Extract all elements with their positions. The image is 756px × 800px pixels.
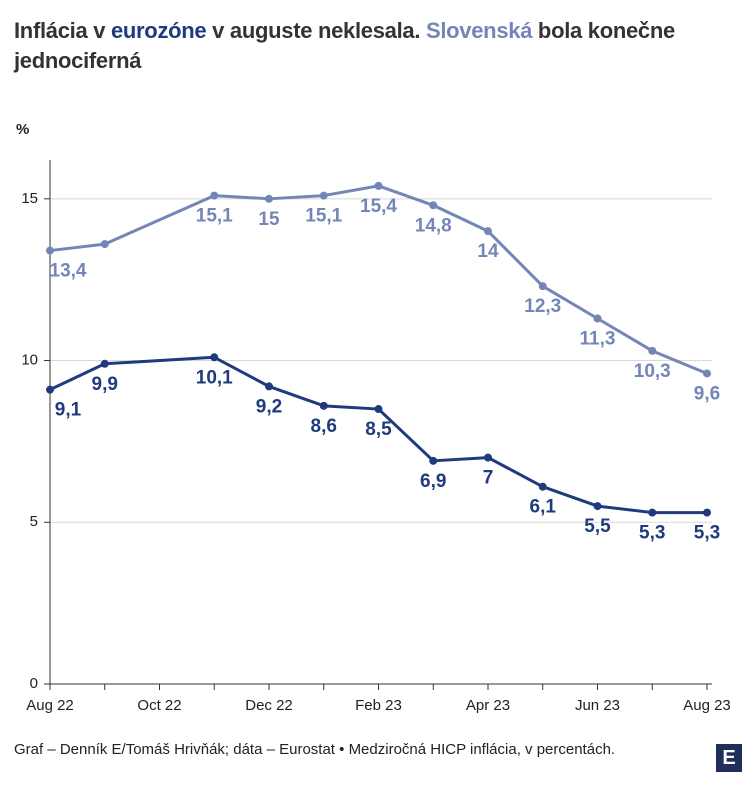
point <box>703 369 711 378</box>
data-label: 10,3 <box>634 361 671 382</box>
data-label: 8,5 <box>365 419 392 440</box>
data-label: 5,3 <box>694 523 720 544</box>
point <box>593 314 602 323</box>
data-label: 8,6 <box>311 416 337 437</box>
y-tick-label: 15 <box>21 190 38 207</box>
point <box>648 346 657 355</box>
point <box>210 353 219 362</box>
data-label: 11,3 <box>580 329 616 350</box>
point <box>210 191 219 200</box>
point <box>46 246 54 255</box>
point <box>703 508 711 517</box>
data-label: 15,4 <box>360 196 397 217</box>
source-note: Graf – Denník E/Tomáš Hrivňák; dáta – Eu… <box>14 741 616 758</box>
title-part: eurozóne <box>110 18 207 43</box>
data-label: 9,1 <box>55 400 82 421</box>
point <box>593 502 602 511</box>
point <box>265 194 273 203</box>
y-tick-label: 5 <box>30 513 38 530</box>
point <box>265 382 273 391</box>
point <box>100 240 109 249</box>
point <box>319 191 328 200</box>
x-tick-label: Oct 22 <box>137 697 181 714</box>
x-tick-label: Dec 22 <box>245 697 293 714</box>
point <box>374 181 383 190</box>
point <box>46 385 54 394</box>
title-part: Slovenská <box>425 18 533 43</box>
data-label: 9,6 <box>694 383 720 404</box>
y-axis-label: % <box>16 121 29 138</box>
data-label: 7 <box>483 468 494 489</box>
x-tick-label: Apr 23 <box>466 697 510 714</box>
point <box>484 453 492 462</box>
data-label: 9,2 <box>256 396 282 417</box>
point <box>538 282 547 291</box>
data-label: 6,1 <box>530 497 557 518</box>
point <box>319 401 328 410</box>
data-label: 12,3 <box>524 296 561 317</box>
y-tick-label: 0 <box>30 675 38 692</box>
chart-title: Inflácia v eurozóne v auguste neklesala.… <box>14 16 744 76</box>
x-tick-label: Aug 22 <box>26 697 74 714</box>
data-label: 13,4 <box>50 261 87 282</box>
title-part: Inflácia v <box>14 18 111 43</box>
point <box>484 227 492 236</box>
point <box>100 359 109 368</box>
logo: E <box>716 744 742 772</box>
point <box>538 482 547 491</box>
series-line <box>49 355 707 515</box>
data-label: 14 <box>477 241 499 262</box>
y-tick-label: 10 <box>21 352 38 369</box>
data-label: 15,1 <box>305 206 342 227</box>
point <box>429 456 438 465</box>
data-label: 14,8 <box>415 215 452 236</box>
x-tick-label: Aug 23 <box>683 697 731 714</box>
point <box>648 508 657 517</box>
data-label: 10,1 <box>196 367 233 388</box>
data-label: 5,3 <box>639 523 665 544</box>
series-line <box>49 184 708 375</box>
point <box>374 405 383 414</box>
data-label: 9,9 <box>92 374 118 395</box>
data-label: 6,9 <box>420 471 446 492</box>
title-part: v auguste neklesala. <box>206 18 426 43</box>
x-tick-label: Jun 23 <box>575 697 620 714</box>
data-label: 15,1 <box>196 206 233 227</box>
x-tick-label: Feb 23 <box>355 697 402 714</box>
data-label: 5,5 <box>584 516 611 537</box>
title-part: bola konečne jednociferná <box>14 18 681 73</box>
data-label: 15 <box>258 209 280 230</box>
point <box>429 201 438 210</box>
